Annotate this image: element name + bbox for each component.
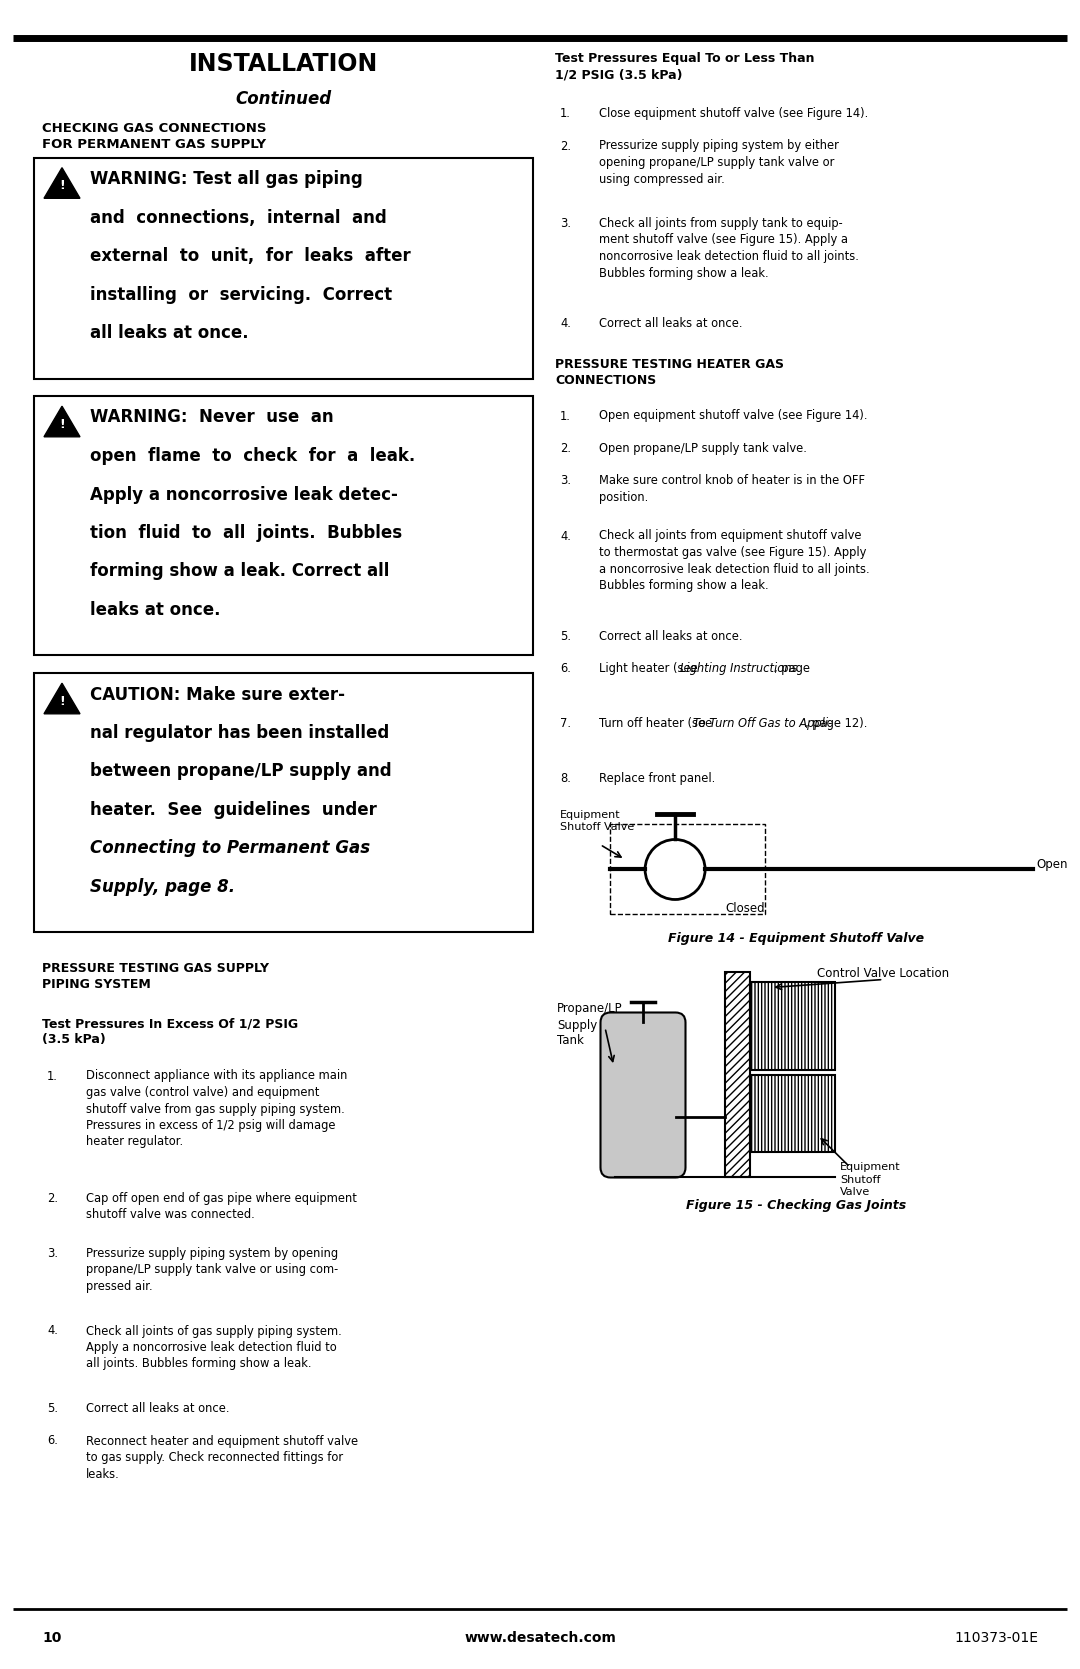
Text: 6.: 6.: [561, 663, 571, 674]
Text: Test Pressures In Excess Of 1/2 PSIG
(3.5 kPa): Test Pressures In Excess Of 1/2 PSIG (3.…: [42, 1018, 298, 1046]
Polygon shape: [44, 406, 80, 437]
Text: 4.: 4.: [48, 1325, 58, 1337]
Text: Correct all leaks at once.: Correct all leaks at once.: [86, 1402, 229, 1415]
Text: www.desatech.com: www.desatech.com: [464, 1631, 616, 1646]
Text: Figure 15 - Checking Gas Joints: Figure 15 - Checking Gas Joints: [687, 1200, 906, 1212]
Text: 10: 10: [42, 1631, 62, 1646]
Text: Apply a noncorrosive leak detec-: Apply a noncorrosive leak detec-: [90, 486, 397, 504]
Text: Control Valve Location: Control Valve Location: [818, 968, 949, 980]
Text: installing  or  servicing.  Correct: installing or servicing. Correct: [90, 285, 392, 304]
Text: Test Pressures Equal To or Less Than
1/2 PSIG (3.5 kPa): Test Pressures Equal To or Less Than 1/2…: [555, 52, 814, 82]
Text: Check all joints from supply tank to equip-
ment shutoff valve (see Figure 15). : Check all joints from supply tank to equ…: [599, 217, 859, 279]
Text: 5.: 5.: [561, 629, 571, 643]
Text: 2.: 2.: [561, 140, 571, 152]
Text: Closed: Closed: [725, 903, 765, 916]
Text: Cap off open end of gas pipe where equipment
shutoff valve was connected.: Cap off open end of gas pipe where equip…: [86, 1192, 356, 1222]
Text: PRESSURE TESTING HEATER GAS
CONNECTIONS: PRESSURE TESTING HEATER GAS CONNECTIONS: [555, 357, 784, 387]
Text: 3.: 3.: [561, 474, 571, 487]
Text: 3.: 3.: [48, 1247, 58, 1260]
FancyBboxPatch shape: [33, 674, 534, 933]
Text: Pressurize supply piping system by opening
propane/LP supply tank valve or using: Pressurize supply piping system by openi…: [86, 1247, 338, 1293]
Text: external  to  unit,  for  leaks  after: external to unit, for leaks after: [90, 247, 410, 265]
Text: 110373-01E: 110373-01E: [954, 1631, 1038, 1646]
Text: heater.  See  guidelines  under: heater. See guidelines under: [90, 801, 377, 819]
Text: Continued: Continued: [235, 90, 332, 108]
Text: 2.: 2.: [561, 442, 571, 456]
FancyBboxPatch shape: [600, 1013, 686, 1178]
Text: Replace front panel.: Replace front panel.: [599, 773, 715, 784]
Text: Close equipment shutoff valve (see Figure 14).: Close equipment shutoff valve (see Figur…: [599, 107, 868, 120]
Text: Light heater (see: Light heater (see: [599, 663, 701, 674]
Text: between propane/LP supply and: between propane/LP supply and: [90, 763, 392, 781]
Text: Pressurize supply piping system by either
opening propane/LP supply tank valve o: Pressurize supply piping system by eithe…: [599, 140, 839, 185]
Text: Correct all leaks at once.: Correct all leaks at once.: [599, 629, 743, 643]
Text: all leaks at once.: all leaks at once.: [90, 324, 248, 342]
Text: Open propane/LP supply tank valve.: Open propane/LP supply tank valve.: [599, 442, 807, 456]
Text: 4.: 4.: [561, 529, 571, 542]
Text: 5.: 5.: [48, 1402, 58, 1415]
Text: Open: Open: [1036, 858, 1067, 871]
Text: Open equipment shutoff valve (see Figure 14).: Open equipment shutoff valve (see Figure…: [599, 409, 867, 422]
Text: open  flame  to  check  for  a  leak.: open flame to check for a leak.: [90, 447, 415, 466]
Text: Reconnect heater and equipment shutoff valve
to gas supply. Check reconnected fi: Reconnect heater and equipment shutoff v…: [86, 1434, 359, 1480]
Text: 1.: 1.: [561, 409, 571, 422]
Text: Make sure control knob of heater is in the OFF
position.: Make sure control knob of heater is in t…: [599, 474, 865, 504]
Text: INSTALLATION: INSTALLATION: [189, 52, 378, 77]
Text: CHECKING GAS CONNECTIONS
FOR PERMANENT GAS SUPPLY: CHECKING GAS CONNECTIONS FOR PERMANENT G…: [42, 122, 267, 150]
Text: 4.: 4.: [561, 317, 571, 330]
Text: 8.: 8.: [561, 773, 571, 784]
Text: Connecting to Permanent Gas: Connecting to Permanent Gas: [90, 840, 370, 858]
Text: nal regulator has been installed: nal regulator has been installed: [90, 724, 389, 743]
FancyBboxPatch shape: [750, 1075, 835, 1152]
Text: 2.: 2.: [48, 1192, 58, 1205]
Text: Disconnect appliance with its appliance main
gas valve (control valve) and equip: Disconnect appliance with its appliance …: [86, 1070, 348, 1148]
Text: Check all joints of gas supply piping system.
Apply a noncorrosive leak detectio: Check all joints of gas supply piping sy…: [86, 1325, 341, 1370]
FancyBboxPatch shape: [33, 159, 534, 379]
Text: 1.: 1.: [561, 107, 571, 120]
Text: To Turn Off Gas to Appli-: To Turn Off Gas to Appli-: [693, 718, 833, 729]
Text: Lighting Instructions: Lighting Instructions: [679, 663, 797, 674]
Text: forming show a leak. Correct all: forming show a leak. Correct all: [90, 562, 390, 581]
Text: 1.: 1.: [48, 1070, 58, 1083]
Text: 6.: 6.: [48, 1434, 58, 1447]
FancyBboxPatch shape: [610, 824, 765, 915]
Text: Supply, page 8.: Supply, page 8.: [90, 878, 235, 896]
Text: , page 12).: , page 12).: [806, 718, 867, 729]
Text: 7.: 7.: [561, 718, 571, 729]
Text: PRESSURE TESTING GAS SUPPLY
PIPING SYSTEM: PRESSURE TESTING GAS SUPPLY PIPING SYSTE…: [42, 963, 269, 991]
Text: , page: , page: [773, 663, 810, 674]
Text: Correct all leaks at once.: Correct all leaks at once.: [599, 317, 743, 330]
Text: Equipment
Shutoff
Valve: Equipment Shutoff Valve: [840, 1162, 901, 1197]
Text: !: !: [59, 417, 65, 431]
Text: and  connections,  internal  and: and connections, internal and: [90, 209, 387, 227]
Text: 3.: 3.: [561, 217, 571, 230]
Text: Equipment
Shutoff Valve: Equipment Shutoff Valve: [561, 809, 634, 831]
Text: leaks at once.: leaks at once.: [90, 601, 220, 619]
Text: Turn off heater (see: Turn off heater (see: [599, 718, 716, 729]
Text: Check all joints from equipment shutoff valve
to thermostat gas valve (see Figur: Check all joints from equipment shutoff …: [599, 529, 869, 592]
Text: !: !: [59, 179, 65, 192]
Text: WARNING:  Never  use  an: WARNING: Never use an: [90, 409, 334, 427]
FancyBboxPatch shape: [33, 397, 534, 656]
Text: CAUTION: Make sure exter-: CAUTION: Make sure exter-: [90, 686, 345, 704]
Text: WARNING: Test all gas piping: WARNING: Test all gas piping: [90, 170, 363, 189]
Polygon shape: [44, 167, 80, 199]
Text: Figure 14 - Equipment Shutoff Valve: Figure 14 - Equipment Shutoff Valve: [669, 933, 924, 946]
Text: Propane/LP
Supply
Tank: Propane/LP Supply Tank: [557, 1003, 623, 1048]
Text: !: !: [59, 694, 65, 708]
Polygon shape: [44, 683, 80, 714]
Text: tion  fluid  to  all  joints.  Bubbles: tion fluid to all joints. Bubbles: [90, 524, 402, 542]
FancyBboxPatch shape: [750, 983, 835, 1070]
